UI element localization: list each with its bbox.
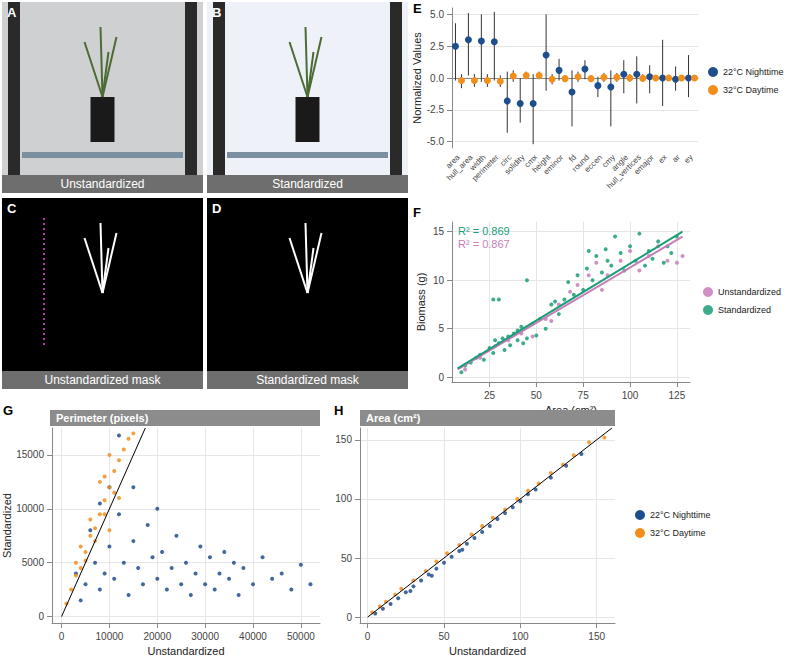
svg-text:ex: ex bbox=[656, 153, 668, 165]
svg-text:G: G bbox=[3, 403, 13, 418]
svg-text:round: round bbox=[570, 152, 592, 174]
svg-text:D: D bbox=[212, 201, 221, 216]
svg-text:area: area bbox=[444, 152, 462, 171]
svg-text:40000: 40000 bbox=[239, 631, 267, 642]
svg-text:125: 125 bbox=[669, 390, 686, 401]
svg-text:Standardized mask: Standardized mask bbox=[256, 373, 360, 387]
svg-text:-5.0: -5.0 bbox=[427, 136, 445, 147]
svg-text:100: 100 bbox=[335, 493, 352, 504]
svg-text:5000: 5000 bbox=[22, 557, 45, 568]
svg-text:perimeter: perimeter bbox=[470, 153, 500, 183]
svg-text:Perimeter (pixels): Perimeter (pixels) bbox=[56, 412, 149, 424]
svg-text:32°C Daytime: 32°C Daytime bbox=[650, 528, 706, 538]
svg-text:height: height bbox=[530, 152, 553, 175]
svg-text:C: C bbox=[7, 201, 17, 216]
svg-text:Area (cm²): Area (cm²) bbox=[366, 412, 421, 424]
svg-text:50: 50 bbox=[438, 631, 450, 642]
svg-text:B: B bbox=[212, 5, 221, 20]
svg-text:cmx: cmx bbox=[522, 152, 540, 170]
svg-text:5.0: 5.0 bbox=[430, 9, 444, 20]
svg-text:-2.5: -2.5 bbox=[427, 104, 445, 115]
svg-text:Normalized Values: Normalized Values bbox=[411, 32, 423, 124]
svg-text:ar: ar bbox=[670, 153, 682, 165]
svg-text:Unstandardized mask: Unstandardized mask bbox=[44, 373, 161, 387]
svg-text:10: 10 bbox=[433, 275, 445, 286]
svg-text:10000: 10000 bbox=[16, 503, 44, 514]
svg-text:0: 0 bbox=[346, 612, 352, 623]
svg-text:30000: 30000 bbox=[191, 631, 219, 642]
svg-text:0.0: 0.0 bbox=[430, 73, 444, 84]
svg-text:15000: 15000 bbox=[16, 449, 44, 460]
svg-text:25: 25 bbox=[484, 390, 496, 401]
svg-text:50: 50 bbox=[531, 390, 543, 401]
svg-text:Area (cm²): Area (cm²) bbox=[545, 403, 597, 416]
svg-text:ey: ey bbox=[682, 153, 694, 165]
svg-text:22°C Nighttime: 22°C Nighttime bbox=[650, 510, 711, 520]
svg-text:50: 50 bbox=[341, 553, 353, 564]
svg-text:0: 0 bbox=[365, 631, 371, 642]
svg-text:32°C Daytime: 32°C Daytime bbox=[723, 85, 779, 95]
svg-text:0: 0 bbox=[38, 611, 44, 622]
svg-text:10000: 10000 bbox=[96, 631, 124, 642]
svg-text:angle: angle bbox=[609, 152, 630, 173]
svg-text:0: 0 bbox=[59, 631, 65, 642]
svg-text:5: 5 bbox=[438, 323, 444, 334]
svg-text:75: 75 bbox=[578, 390, 590, 401]
svg-text:Unstandardized: Unstandardized bbox=[718, 287, 781, 297]
svg-text:hull_area: hull_area bbox=[445, 152, 475, 183]
svg-text:Unstandardized: Unstandardized bbox=[60, 177, 144, 191]
svg-text:E: E bbox=[413, 1, 422, 16]
svg-text:R² = 0.867: R² = 0.867 bbox=[458, 238, 510, 250]
svg-text:solidity: solidity bbox=[502, 152, 527, 177]
svg-text:Unstandardized: Unstandardized bbox=[147, 645, 224, 657]
svg-text:emajor: emajor bbox=[632, 153, 656, 177]
svg-text:0: 0 bbox=[438, 372, 444, 383]
svg-text:2.5: 2.5 bbox=[430, 41, 444, 52]
svg-text:15: 15 bbox=[433, 226, 445, 237]
svg-text:100: 100 bbox=[622, 390, 639, 401]
svg-text:F: F bbox=[413, 205, 421, 220]
svg-text:circ: circ bbox=[498, 152, 514, 168]
svg-text:Unstandardized: Unstandardized bbox=[449, 645, 526, 657]
svg-text:cmy: cmy bbox=[600, 152, 617, 170]
svg-text:width: width bbox=[468, 152, 488, 173]
svg-text:A: A bbox=[7, 5, 17, 20]
svg-text:Standardized: Standardized bbox=[272, 177, 343, 191]
svg-text:Standardized: Standardized bbox=[718, 305, 771, 315]
svg-text:20000: 20000 bbox=[143, 631, 171, 642]
svg-text:R² = 0.869: R² = 0.869 bbox=[458, 225, 510, 237]
svg-text:Standardized: Standardized bbox=[1, 493, 13, 558]
svg-text:fd: fd bbox=[567, 152, 579, 164]
svg-text:22°C Nighttime: 22°C Nighttime bbox=[723, 67, 784, 77]
svg-text:150: 150 bbox=[335, 434, 352, 445]
svg-text:50000: 50000 bbox=[287, 631, 315, 642]
svg-text:Biomass (g): Biomass (g) bbox=[415, 273, 427, 332]
svg-text:eminor: eminor bbox=[542, 153, 566, 177]
svg-text:H: H bbox=[334, 403, 343, 418]
svg-text:hull_vertices: hull_vertices bbox=[605, 152, 643, 191]
svg-text:eccen: eccen bbox=[582, 152, 605, 175]
svg-text:150: 150 bbox=[588, 631, 605, 642]
svg-text:100: 100 bbox=[512, 631, 529, 642]
